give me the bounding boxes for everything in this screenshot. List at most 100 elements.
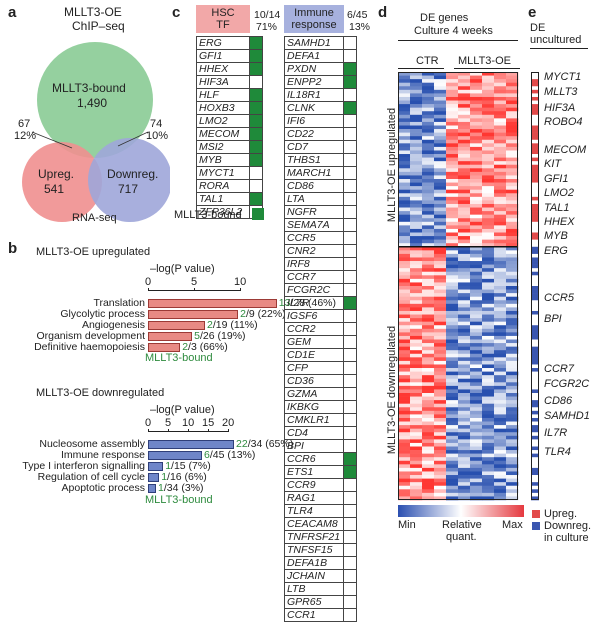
heatmap-cell xyxy=(482,228,495,233)
heatmap-cell xyxy=(458,425,471,429)
heatmap-cell xyxy=(410,154,423,158)
heatmap-cell xyxy=(458,393,471,397)
heatmap-cell xyxy=(470,86,483,91)
heatmap-cell xyxy=(458,321,471,326)
up-bar xyxy=(148,332,193,341)
heatmap-cell xyxy=(494,121,507,126)
heatmap-cell xyxy=(482,439,495,444)
heatmap-cell xyxy=(410,118,423,123)
heatmap-cell xyxy=(410,296,423,301)
heatmap-cell xyxy=(398,346,411,351)
heatmap-cell xyxy=(470,314,483,319)
heatmap-cell xyxy=(434,368,447,372)
heatmap-cell xyxy=(470,403,483,408)
heatmap-cell xyxy=(410,425,423,429)
heatmap-cell xyxy=(398,125,411,130)
heatmap-cell xyxy=(422,139,435,144)
heatmap-cell xyxy=(434,82,447,87)
heatmap-cell xyxy=(482,389,495,394)
heatmap-cell xyxy=(458,268,471,273)
heatmap-cell xyxy=(494,243,507,248)
up-term-label: Organism development xyxy=(36,330,145,342)
heatmap-cell xyxy=(506,482,519,487)
heatmap-cell xyxy=(494,328,507,333)
de-up-mark xyxy=(531,143,539,148)
heatmap-cell xyxy=(398,417,411,422)
bound-marker xyxy=(343,101,357,115)
heatmap-cell xyxy=(434,382,447,387)
heatmap-cell xyxy=(470,343,483,347)
heatmap-cell xyxy=(506,343,519,347)
heatmap-cell xyxy=(398,257,411,262)
heatmap-cell xyxy=(446,186,459,190)
heatmap-cell xyxy=(410,186,423,190)
heatmap-cell xyxy=(446,268,459,273)
unbound-marker xyxy=(343,335,357,349)
up-bound-count: 5 xyxy=(194,330,200,342)
heatmap-cell xyxy=(494,332,507,337)
heatmap-cell xyxy=(482,368,495,372)
unbound-marker xyxy=(343,400,357,414)
heatmap-cell xyxy=(410,446,423,451)
heatmap-cell xyxy=(458,232,471,237)
heatmap-cell xyxy=(422,225,435,230)
heatmap-cell xyxy=(398,96,411,101)
heatmap-cell xyxy=(506,321,519,326)
heatmap-cell xyxy=(482,232,495,237)
heatmap-cell xyxy=(434,475,447,479)
de-down-mark xyxy=(531,471,539,476)
immune-gene-table: SAMHD1 DEFA1 PXDN ENPP2 IL18R1 CLNK IFI6 CD22 CD… xyxy=(284,36,357,622)
de-down-mark xyxy=(531,453,539,458)
gene-name: MSI2 xyxy=(196,140,250,154)
heatmap-cell xyxy=(482,353,495,358)
heatmap-cell xyxy=(470,442,483,447)
heatmap-cell xyxy=(494,146,507,151)
heatmap-cell xyxy=(446,307,459,312)
heatmap-cell xyxy=(506,225,519,230)
up-term-label: Angiogenesis xyxy=(81,319,145,331)
heatmap-cell xyxy=(446,410,459,415)
heatmap-cell xyxy=(434,357,447,362)
heatmap-cell xyxy=(446,243,459,248)
de-empty-mark xyxy=(531,139,539,144)
heatmap-cell xyxy=(458,207,471,212)
heatmap-cell xyxy=(446,439,459,444)
heatmap-cell xyxy=(494,278,507,283)
heatmap-cell xyxy=(398,232,411,237)
heatmap-cell xyxy=(470,407,483,412)
gene-row: CCR5 xyxy=(284,231,357,245)
de-empty-mark xyxy=(531,318,539,322)
heatmap-cell xyxy=(494,293,507,297)
up-count-label: 2/19 (11%) xyxy=(207,319,258,331)
heatmap-cell xyxy=(458,168,471,173)
heatmap-cell xyxy=(410,107,423,112)
heatmap-cell xyxy=(482,214,495,219)
heatmap-cell xyxy=(434,171,447,176)
heatmap-cell xyxy=(482,393,495,397)
heatmap-cell xyxy=(410,171,423,176)
heatmap-cell xyxy=(422,325,435,330)
heatmap-cell xyxy=(410,164,423,169)
e-gene-up-label: ERG xyxy=(544,245,568,257)
heatmap-cell xyxy=(398,196,411,201)
heatmap-cell xyxy=(398,111,411,116)
heatmap-cell xyxy=(458,278,471,283)
gene-row: RAG1 xyxy=(284,491,357,505)
heatmap-cell xyxy=(398,218,411,223)
heatmap-cell xyxy=(470,261,483,265)
unbound-marker xyxy=(343,322,357,336)
heatmap-cell xyxy=(410,225,423,230)
heatmap-cell xyxy=(458,400,471,404)
heatmap-cell xyxy=(422,221,435,226)
heatmap-cell xyxy=(506,382,519,387)
heatmap-cell xyxy=(506,243,519,248)
heatmap-cell xyxy=(398,310,411,315)
heatmap-cell xyxy=(398,286,411,290)
heatmap-cell xyxy=(482,464,495,469)
heatmap-cell xyxy=(470,296,483,301)
de-up-mark xyxy=(531,196,539,201)
heatmap-cell xyxy=(446,82,459,87)
heatmap-cell xyxy=(446,382,459,387)
de-empty-mark xyxy=(531,243,539,248)
heatmap-cell xyxy=(470,453,483,458)
